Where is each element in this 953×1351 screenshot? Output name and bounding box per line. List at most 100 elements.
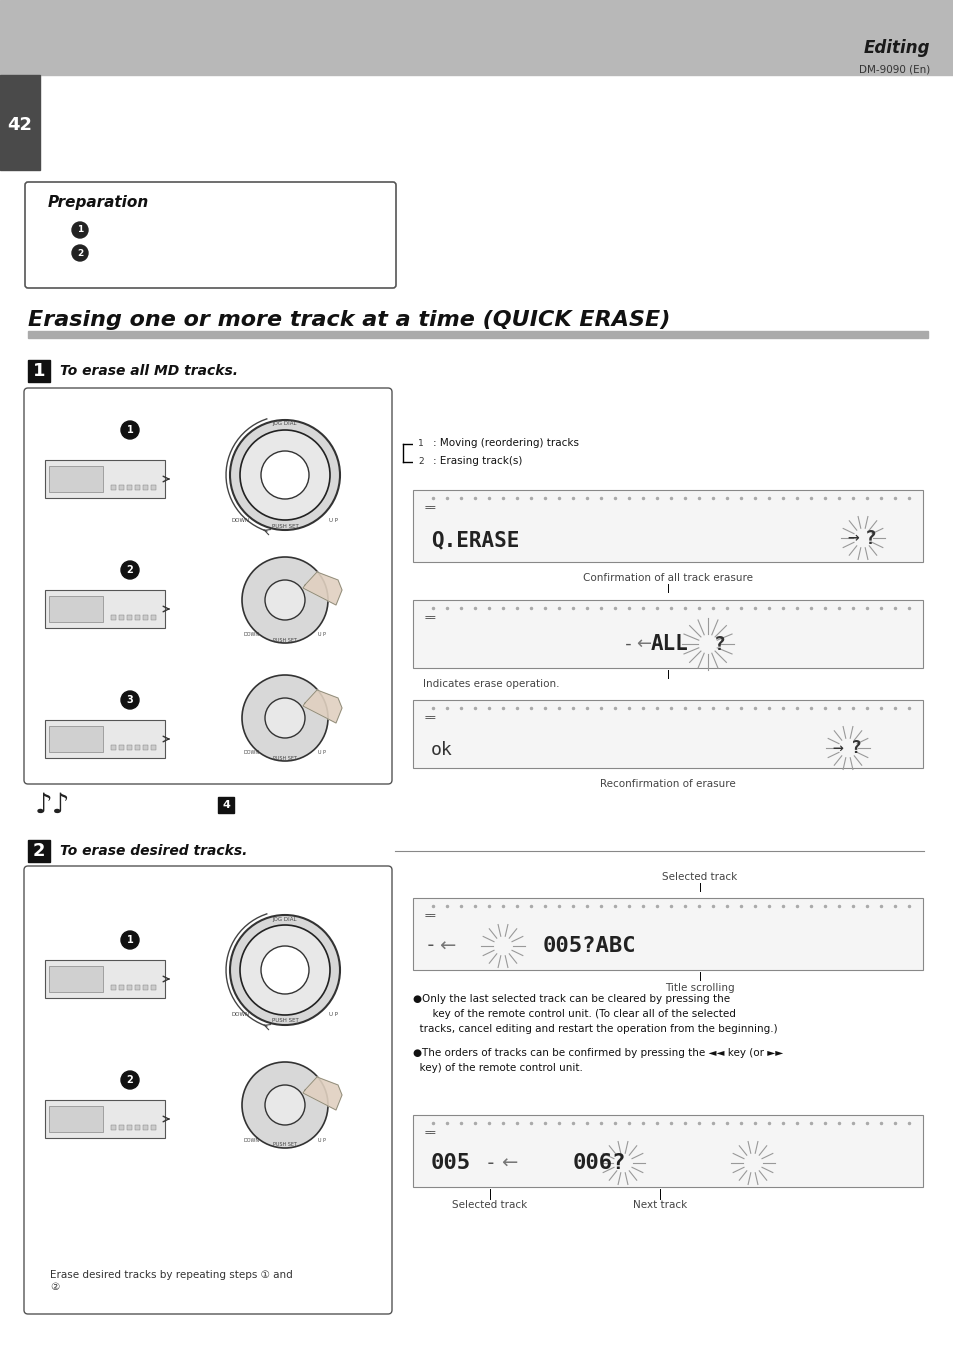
Bar [111,1125,116,1129]
Bar [119,615,124,620]
Text: U P: U P [317,751,326,755]
Text: ?: ? [864,528,876,547]
Text: PUSH SET: PUSH SET [272,523,298,528]
Text: Erase desired tracks by repeating steps ① and
②: Erase desired tracks by repeating steps … [50,1270,293,1292]
Text: PUSH SET: PUSH SET [272,1019,298,1024]
Bar [111,615,116,620]
Text: Preparation: Preparation [48,196,149,211]
Circle shape [265,580,305,620]
Text: ==: == [424,503,436,513]
Bar [135,985,140,990]
Text: ←: ← [636,635,651,653]
Bar [143,615,148,620]
Text: tracks, cancel editing and restart the operation from the beginning.): tracks, cancel editing and restart the o… [413,1024,777,1034]
Bar [135,615,140,620]
Text: Indicates erase operation.: Indicates erase operation. [422,680,558,689]
Bar [413,700,923,767]
Text: 4: 4 [222,800,230,811]
Text: 1: 1 [32,362,45,380]
FancyBboxPatch shape [24,388,392,784]
Text: ==: == [424,1128,436,1138]
Text: Title scrolling: Title scrolling [664,984,734,993]
Circle shape [71,245,88,261]
Bar [111,485,116,490]
Text: PUSH SET: PUSH SET [273,638,296,643]
Text: key) of the remote control unit.: key) of the remote control unit. [413,1063,582,1073]
Bar [0,0,953,76]
Bar [127,1125,132,1129]
Text: 2: 2 [32,842,45,861]
Circle shape [121,690,139,709]
Text: Selected track: Selected track [661,871,737,882]
Circle shape [121,931,139,948]
Text: -: - [485,1154,497,1173]
Text: ?: ? [850,739,861,757]
Text: DOWN: DOWN [244,1138,260,1143]
Text: JOG DIAL: JOG DIAL [273,422,297,427]
Text: ●Only the last selected track can be cleared by pressing the: ●Only the last selected track can be cle… [413,994,729,1004]
Bar [119,485,124,490]
Bar [119,985,124,990]
Text: JOG DIAL: JOG DIAL [273,916,297,921]
Text: →: → [832,739,842,757]
Circle shape [121,422,139,439]
Circle shape [413,436,428,451]
Circle shape [121,1071,139,1089]
Circle shape [242,676,328,761]
Bar [45,1100,165,1138]
Text: Selected track: Selected track [452,1200,527,1210]
Text: 2: 2 [417,458,423,466]
Bar [49,466,103,492]
Circle shape [261,946,309,994]
Text: Confirmation of all track erasure: Confirmation of all track erasure [582,573,752,584]
Text: 2: 2 [77,249,83,258]
Circle shape [121,561,139,580]
Text: ALL: ALL [650,634,688,654]
Text: ok: ok [431,740,453,759]
Bar [151,615,156,620]
Bar [119,1125,124,1129]
Text: 1: 1 [77,226,83,235]
Circle shape [242,557,328,643]
Bar [111,744,116,750]
Circle shape [230,420,339,530]
Bar [135,744,140,750]
Text: ←: ← [438,936,455,955]
Text: ←: ← [500,1154,517,1173]
Text: PUSH SET: PUSH SET [273,1143,296,1147]
Text: Editing: Editing [862,39,929,57]
Bar [151,1125,156,1129]
Text: ♪♪: ♪♪ [35,790,71,819]
Bar [127,985,132,990]
Bar [413,898,923,970]
FancyBboxPatch shape [24,866,392,1315]
Circle shape [240,430,330,520]
Text: U P: U P [329,517,337,523]
Text: U P: U P [329,1012,337,1017]
Bar [151,985,156,990]
Text: : Erasing track(s): : Erasing track(s) [433,457,522,466]
Text: -: - [425,936,436,955]
Bar [49,1106,103,1132]
Text: DM-9090 (En): DM-9090 (En) [858,65,929,76]
Circle shape [413,454,428,470]
Bar [218,797,233,813]
Bar [45,590,165,628]
Text: 006?: 006? [573,1152,626,1173]
Text: U P: U P [317,632,326,638]
Text: ==: == [424,911,436,921]
Bar [49,966,103,992]
Bar [143,985,148,990]
Bar [49,596,103,621]
Text: 1: 1 [127,426,133,435]
Bar [45,961,165,998]
Polygon shape [303,690,341,723]
Bar [151,744,156,750]
Text: -: - [622,635,633,653]
Circle shape [71,222,88,238]
Bar [143,1125,148,1129]
Text: 005: 005 [431,1152,471,1173]
Bar [28,359,50,382]
Bar [127,615,132,620]
Bar [413,1115,923,1188]
